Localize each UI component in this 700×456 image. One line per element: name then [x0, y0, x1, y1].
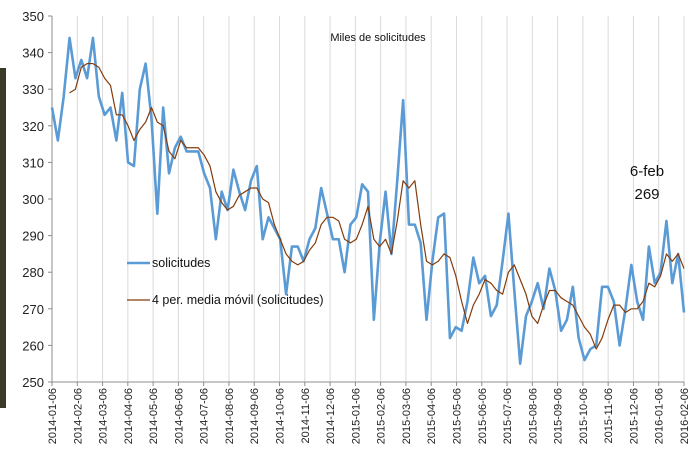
x-tick-label: 2015-04-06	[426, 388, 438, 444]
legend: solicitudes 4 per. media móvil (solicitu…	[127, 256, 324, 307]
x-tick-label: 2015-06-06	[477, 388, 489, 444]
x-tick-label: 2015-03-06	[401, 388, 413, 444]
y-axis-ticks: 250 260 270 280 290 300 310 320 330 340 350	[22, 9, 52, 390]
x-tick-label: 2015-02-06	[376, 388, 388, 444]
y-tick-label: 270	[22, 302, 44, 317]
x-tick-label: 2015-12-06	[628, 388, 640, 444]
y-tick-label: 280	[22, 265, 44, 280]
x-tick-label: 2014-08-06	[224, 388, 236, 444]
legend-label-moving-average: 4 per. media móvil (solicitudes)	[152, 293, 324, 307]
y-tick-label: 290	[22, 229, 44, 244]
x-tick-label: 2016-01-06	[654, 388, 666, 444]
x-tick-label: 2014-12-06	[325, 388, 337, 444]
chart-title: Miles de solicitudes	[330, 32, 426, 44]
legend-label-solicitudes: solicitudes	[152, 256, 210, 270]
x-tick-label: 2014-05-06	[148, 388, 160, 444]
x-tick-label: 2014-09-06	[249, 388, 261, 444]
x-tick-label: 2016-02-06	[679, 388, 691, 444]
x-tick-label: 2014-11-06	[300, 388, 312, 443]
annotation-value: 269	[634, 186, 659, 203]
y-tick-label: 250	[22, 375, 44, 390]
x-tick-label: 2015-11-06	[603, 388, 615, 443]
y-tick-label: 330	[22, 82, 44, 97]
y-tick-label: 350	[22, 9, 44, 24]
annotation-date: 6-feb	[630, 163, 664, 180]
y-tick-label: 320	[22, 119, 44, 134]
x-tick-label: 2014-07-06	[199, 388, 211, 444]
y-tick-label: 340	[22, 46, 44, 61]
series-line-solicitudes	[50, 36, 686, 365]
y-tick-label: 310	[22, 155, 44, 170]
x-tick-label: 2015-08-06	[527, 388, 539, 444]
x-tick-label: 2014-06-06	[173, 388, 185, 444]
x-tick-label: 2014-02-06	[72, 388, 84, 444]
x-axis-ticks: 2014-01-06 2014-02-06 2014-03-06 2014-04-06…	[47, 382, 691, 444]
x-tick-label: 2014-01-06	[47, 388, 59, 444]
left-edge-strip	[0, 68, 6, 408]
y-tick-label: 300	[22, 192, 44, 207]
grid-lines	[51, 16, 685, 382]
x-tick-label: 2015-05-06	[451, 388, 463, 444]
x-tick-label: 2014-10-06	[275, 388, 287, 444]
x-tick-label: 2014-03-06	[98, 388, 110, 444]
x-tick-label: 2014-04-06	[123, 388, 135, 444]
y-tick-label: 260	[22, 338, 44, 353]
x-tick-label: 2015-01-06	[350, 388, 362, 444]
series-line-moving-average	[69, 62, 685, 350]
x-tick-label: 2015-07-06	[502, 388, 514, 444]
x-tick-label: 2015-09-06	[553, 388, 565, 444]
x-tick-label: 2015-10-06	[578, 388, 590, 444]
series-layer	[50, 36, 686, 365]
